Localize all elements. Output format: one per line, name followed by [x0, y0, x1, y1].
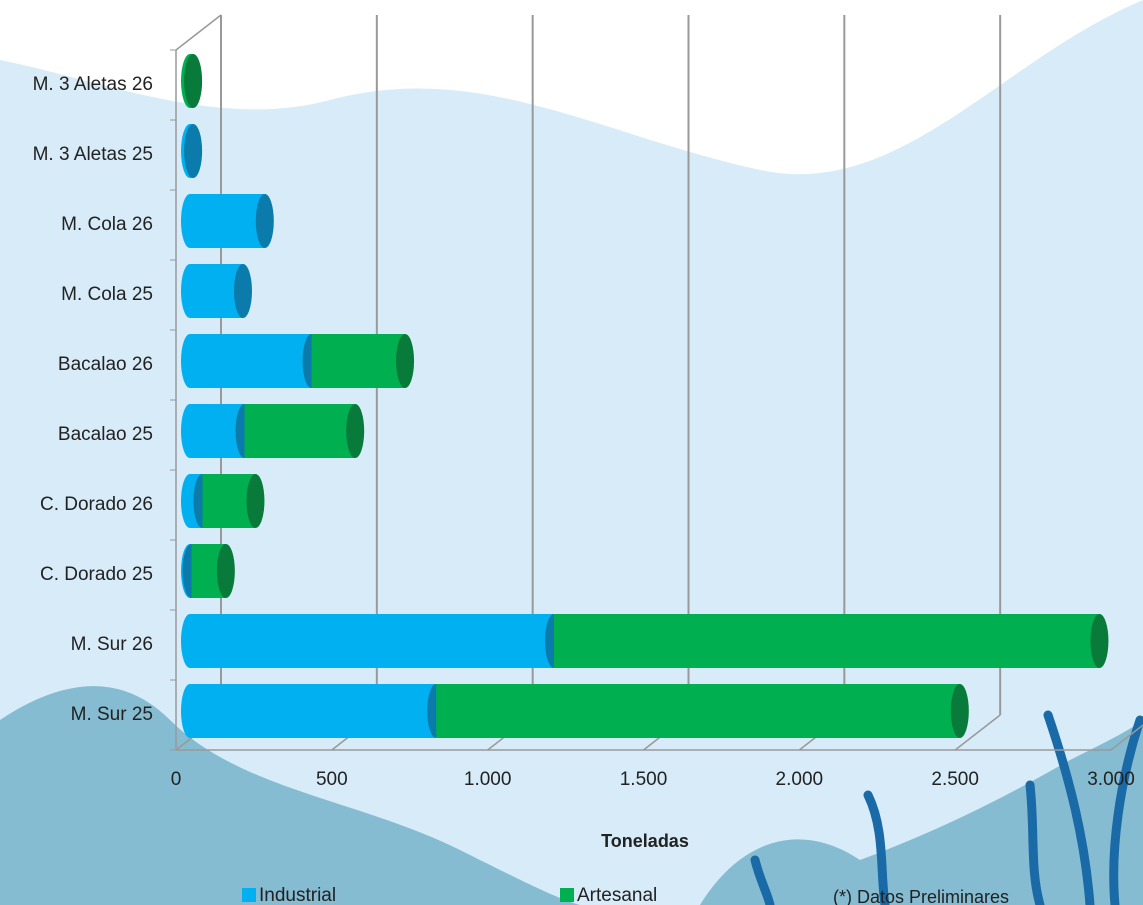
y-tick-label: Bacalao 26: [58, 354, 153, 375]
seaweed: [750, 710, 1143, 905]
x-tick-label: 1.000: [464, 769, 512, 790]
note: (*) Datos Preliminares: [833, 887, 1009, 905]
bar-segment: [181, 264, 252, 318]
bar-base: [181, 264, 199, 318]
bar-base: [181, 194, 199, 248]
bar-body: [190, 334, 312, 388]
bar-cap: [1090, 614, 1109, 668]
bar-body: [190, 404, 245, 458]
bar-segment: [181, 684, 446, 738]
bar-cap: [233, 264, 252, 318]
x-tick-label: 3.000: [1087, 769, 1135, 790]
y-tick-label: M. Sur 25: [71, 704, 153, 725]
bar-base: [181, 614, 199, 668]
bar-segment: [244, 404, 365, 458]
bar-segment: [191, 544, 235, 598]
bar-cap: [246, 474, 265, 528]
wave-bottom-left: [0, 686, 580, 905]
y-tick-label: M. Sur 26: [71, 634, 153, 655]
bar-segment: [202, 474, 265, 528]
bar-segment: [181, 614, 564, 668]
y-axis-top: [175, 14, 222, 51]
bar-cap: [346, 404, 365, 458]
bar-segment: [181, 54, 203, 108]
y-tick-label: M. 3 Aletas 26: [33, 74, 153, 95]
bar-segment: [311, 334, 415, 388]
legend-label: Industrial: [259, 885, 336, 905]
bar-segment: [181, 194, 274, 248]
bar-segment: [181, 124, 203, 178]
y-tick-label: M. Cola 26: [61, 214, 153, 235]
bar-body: [554, 614, 1100, 668]
grid-line-floor: [954, 714, 1001, 751]
x-tick-label: 0: [171, 769, 182, 790]
bar-cap: [396, 334, 415, 388]
bar-base: [181, 334, 199, 388]
bar-cap: [216, 544, 235, 598]
x-tick-label: 2.500: [931, 769, 979, 790]
y-tick-label: M. Cola 25: [61, 284, 153, 305]
x-tick-label: 2.000: [776, 769, 824, 790]
wave-top: [0, 0, 1143, 175]
bar-cap: [184, 54, 203, 108]
bar-segment: [181, 404, 254, 458]
bar-body: [244, 404, 356, 458]
legend-label: Artesanal: [577, 885, 657, 905]
y-tick-label: C. Dorado 25: [40, 564, 153, 585]
bar-cap: [184, 124, 203, 178]
y-tick-label: C. Dorado 26: [40, 494, 153, 515]
bar-body: [436, 684, 960, 738]
grid-line-floor: [1110, 724, 1143, 751]
bar-base: [181, 404, 199, 458]
y-tick-label: Bacalao 25: [58, 424, 153, 445]
x-axis-title: Toneladas: [601, 831, 689, 851]
x-tick-label: 1.500: [620, 769, 668, 790]
bar-body: [190, 614, 555, 668]
bar-cap: [255, 194, 274, 248]
bar-body: [190, 194, 265, 248]
bar-body: [311, 334, 406, 388]
x-tick-label: 500: [316, 769, 348, 790]
bar-base: [181, 474, 199, 528]
bar-cap: [950, 684, 969, 738]
bar-base: [181, 684, 199, 738]
bar-body: [190, 684, 437, 738]
bar-segment: [436, 684, 969, 738]
bar-segment: [181, 334, 321, 388]
legend-swatch: [560, 888, 574, 902]
bar-segment: [554, 614, 1109, 668]
y-tick-label: M. 3 Aletas 25: [33, 144, 153, 165]
legend-swatch: [242, 888, 256, 902]
plot: 0 500 1.000 1.500 2.000 2.500 3.000 M. Sur 25 M.…: [33, 14, 1143, 790]
